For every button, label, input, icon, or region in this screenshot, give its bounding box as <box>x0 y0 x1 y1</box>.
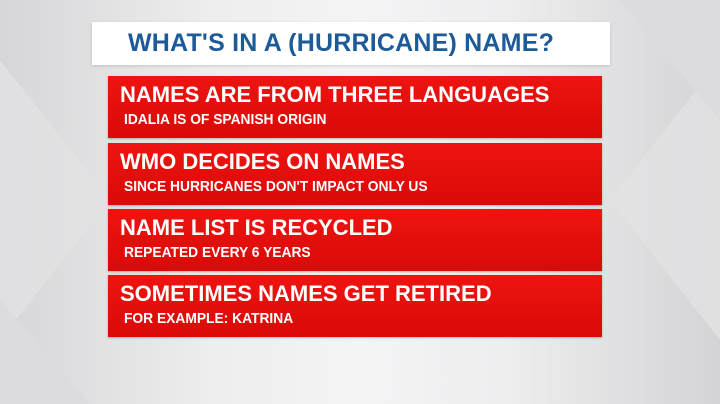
fact-heading: SOMETIMES NAMES GET RETIRED <box>120 281 492 306</box>
fact-detail: IDALIA IS OF SPANISH ORIGIN <box>124 111 327 128</box>
fact-card: SOMETIMES NAMES GET RETIRED FOR EXAMPLE:… <box>108 275 602 337</box>
fact-detail: REPEATED EVERY 6 YEARS <box>124 244 311 261</box>
fact-card: WMO DECIDES ON NAMES SINCE HURRICANES DO… <box>108 143 602 205</box>
fact-detail: FOR EXAMPLE: KATRINA <box>124 310 294 327</box>
fact-detail: SINCE HURRICANES DON'T IMPACT ONLY US <box>124 178 428 195</box>
fact-card: NAME LIST IS RECYCLED REPEATED EVERY 6 Y… <box>108 209 602 271</box>
fact-heading: NAME LIST IS RECYCLED <box>120 215 393 240</box>
fact-heading: NAMES ARE FROM THREE LANGUAGES <box>120 82 550 107</box>
fact-card: NAMES ARE FROM THREE LANGUAGES IDALIA IS… <box>108 76 602 138</box>
page-title: WHAT'S IN A (HURRICANE) NAME? <box>128 29 555 57</box>
title-banner: WHAT'S IN A (HURRICANE) NAME? <box>92 22 610 65</box>
fact-heading: WMO DECIDES ON NAMES <box>120 149 405 174</box>
